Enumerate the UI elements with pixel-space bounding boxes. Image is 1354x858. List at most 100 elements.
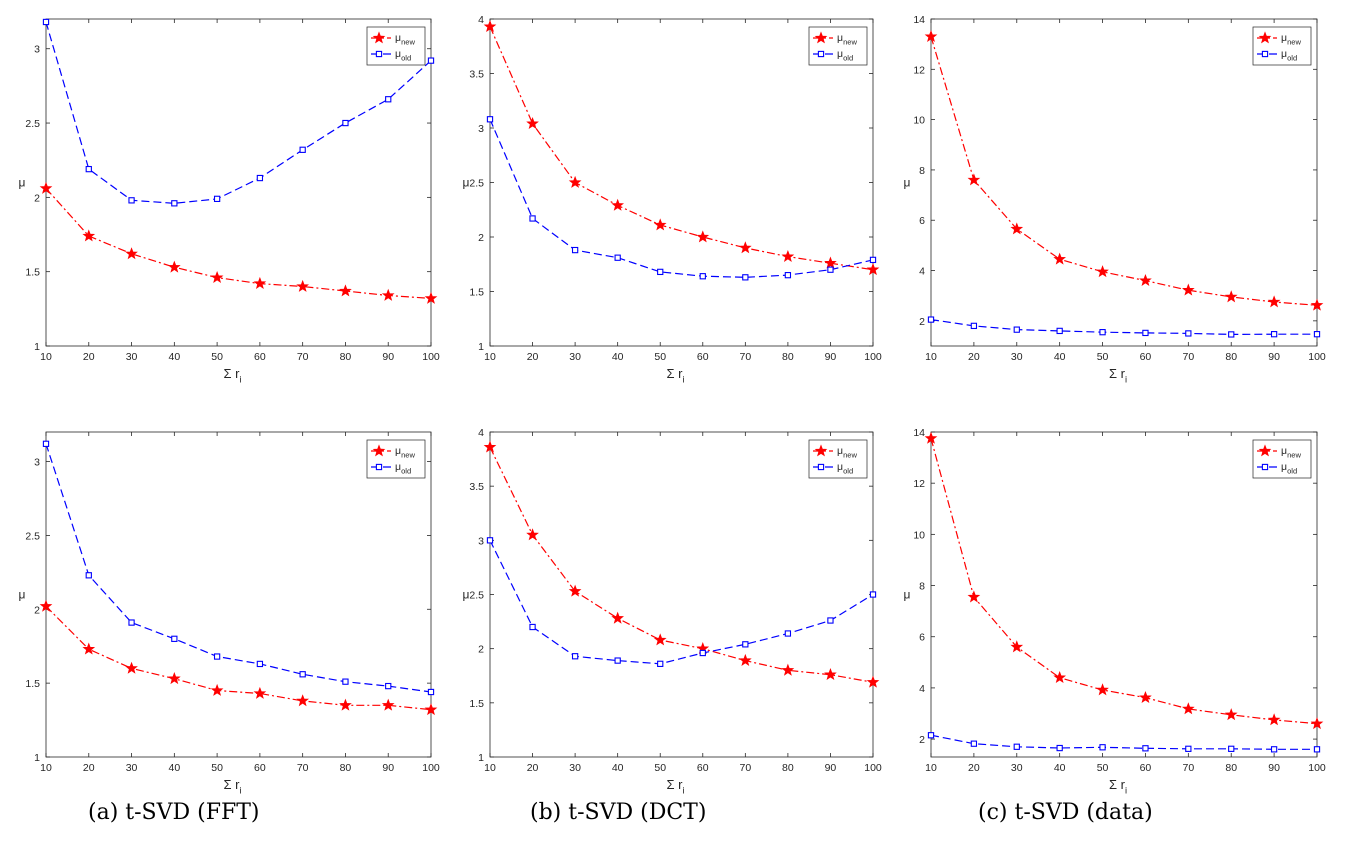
x-tick-label: 60 xyxy=(1140,351,1152,363)
data-point-new xyxy=(781,249,795,263)
data-point-old xyxy=(1270,746,1278,753)
data-point-old xyxy=(1056,744,1063,752)
chart-1: 10 20 30 40 50 60 70 80 90 100 1 1.5 2 2.5 3 Σ ri μ μnewμ… xyxy=(19,18,440,385)
x-tick-label: 20 xyxy=(83,351,95,363)
x-tick-label: 70 xyxy=(1182,351,1194,363)
data-point-old xyxy=(342,119,349,127)
data-point-old xyxy=(171,635,178,642)
y-tick-label: 1.5 xyxy=(25,678,40,690)
legend-label-old: μold xyxy=(1281,48,1297,63)
x-tick-label: 100 xyxy=(1308,351,1326,363)
legend-label-new: μnew xyxy=(395,32,416,47)
plot-area xyxy=(45,18,432,347)
data-point-new xyxy=(1267,713,1281,726)
data-point-old xyxy=(1099,329,1106,336)
x-tick-label: 60 xyxy=(254,351,266,363)
y-axis-label: μ xyxy=(19,176,26,190)
data-point-new xyxy=(967,173,981,186)
data-point-new xyxy=(526,116,539,130)
data-point-old xyxy=(869,591,877,598)
x-tick-label: 80 xyxy=(340,762,352,774)
legend-box xyxy=(1252,26,1312,66)
data-point-new xyxy=(1310,717,1324,730)
data-point-old xyxy=(299,671,306,678)
data-point-new xyxy=(296,694,309,707)
legend-box xyxy=(808,439,868,479)
x-tick-label: 70 xyxy=(739,762,751,774)
data-point-old xyxy=(256,660,264,668)
data-point-old xyxy=(256,174,264,182)
data-point-new xyxy=(696,230,710,243)
legend-label-new: μnew xyxy=(837,32,858,47)
data-point-new xyxy=(339,698,352,711)
x-tick-label: 50 xyxy=(654,762,666,774)
data-point-new xyxy=(1010,222,1024,235)
y-tick-label: 3 xyxy=(34,457,40,469)
x-axis-label: Σ ri xyxy=(223,777,241,796)
x-tick-label: 70 xyxy=(1182,762,1194,774)
x-tick-label: 20 xyxy=(83,762,95,774)
x-tick-label: 40 xyxy=(612,351,624,363)
data-point-old xyxy=(827,617,834,624)
y-tick-label: 10 xyxy=(913,115,925,127)
y-axis-label: μ xyxy=(463,588,470,602)
data-point-new xyxy=(653,633,667,646)
y-tick-label: 3.5 xyxy=(469,69,484,81)
data-point-old xyxy=(1013,743,1020,750)
x-tick-label: 30 xyxy=(1011,351,1023,363)
data-point-new xyxy=(1182,283,1195,296)
data-point-new xyxy=(82,229,96,242)
x-tick-label: 90 xyxy=(1268,351,1280,363)
x-axis-label: Σ ri xyxy=(1109,366,1127,385)
data-point-new xyxy=(381,698,395,711)
series-line-new xyxy=(45,187,432,299)
data-point-new xyxy=(125,661,138,674)
legend-marker-old xyxy=(375,50,383,58)
x-tick-label: 80 xyxy=(782,762,794,774)
data-point-old xyxy=(1013,326,1020,333)
x-tick-label: 60 xyxy=(697,762,709,774)
chart-4: 10 20 30 40 50 60 70 80 90 100 1 1.5 2 2.5 3 Σ ri μ μnewμ… xyxy=(19,431,440,796)
x-tick-label: 90 xyxy=(382,351,394,363)
legend-box xyxy=(366,439,426,479)
x-axis-label: Σ ri xyxy=(1109,777,1127,796)
data-point-old xyxy=(42,18,50,26)
y-tick-label: 1 xyxy=(34,752,40,764)
x-tick-label: 70 xyxy=(739,351,751,363)
y-tick-label: 2 xyxy=(919,316,925,328)
data-point-new xyxy=(739,241,752,254)
legend-box xyxy=(1252,439,1312,479)
data-point-new xyxy=(1053,671,1066,684)
data-point-new xyxy=(483,19,497,33)
x-tick-label: 100 xyxy=(1308,762,1326,774)
y-tick-label: 2.5 xyxy=(469,590,484,602)
legend-label-old: μold xyxy=(837,461,853,476)
data-point-old xyxy=(1099,744,1106,751)
y-tick-label: 1 xyxy=(34,341,40,353)
data-point-new xyxy=(168,672,181,685)
series-line-old xyxy=(930,319,1317,336)
data-point-old xyxy=(85,572,92,579)
data-point-old xyxy=(699,273,706,280)
y-tick-label: 14 xyxy=(913,427,925,439)
legend-marker-old xyxy=(375,463,383,471)
data-point-old xyxy=(1056,327,1063,335)
series-line-new xyxy=(45,605,432,711)
data-point-new xyxy=(781,663,795,676)
data-point-old xyxy=(299,146,306,153)
y-axis-label: μ xyxy=(19,588,26,602)
legend-label-new: μnew xyxy=(837,445,858,460)
data-point-new xyxy=(82,642,96,655)
series-line-new xyxy=(930,36,1318,306)
legend-label-old: μold xyxy=(395,461,411,476)
data-point-old xyxy=(827,266,834,273)
x-tick-label: 20 xyxy=(968,351,980,363)
plot-area xyxy=(45,431,432,758)
x-tick-label: 90 xyxy=(825,762,837,774)
data-point-new xyxy=(824,668,837,681)
y-tick-label: 6 xyxy=(919,632,925,644)
data-point-new xyxy=(1182,702,1195,715)
data-point-new xyxy=(1224,290,1238,303)
data-point-new xyxy=(483,440,497,453)
